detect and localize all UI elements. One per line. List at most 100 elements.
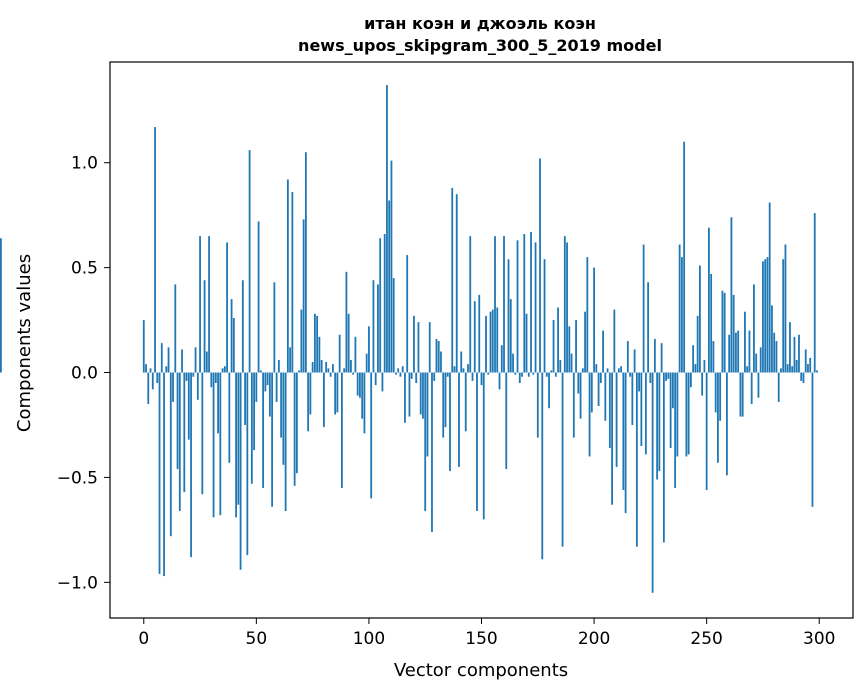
bar (721, 290, 724, 373)
bar (500, 345, 503, 373)
bar (572, 372, 575, 438)
bar (174, 284, 177, 373)
bar (509, 299, 512, 373)
bar (602, 330, 604, 373)
bar (408, 372, 411, 417)
bar (633, 349, 636, 373)
bar (505, 372, 508, 470)
bar (370, 372, 373, 499)
bar (518, 372, 521, 384)
bar (280, 372, 283, 438)
bar (762, 261, 764, 373)
bar (548, 372, 550, 409)
bar (798, 334, 800, 373)
bar (458, 372, 460, 467)
bar (230, 299, 233, 373)
bar (599, 372, 602, 384)
bar (388, 200, 391, 373)
bar (813, 213, 816, 373)
bar (473, 301, 476, 373)
bar (552, 320, 555, 373)
y-tick-label: 0.5 (71, 259, 98, 279)
bar (595, 364, 598, 373)
bar (712, 341, 715, 373)
bar (239, 372, 242, 570)
bar (698, 265, 701, 373)
bar (694, 364, 697, 373)
bar (746, 366, 749, 373)
bar (266, 372, 269, 386)
bar (165, 366, 168, 373)
bar (678, 244, 681, 373)
bar (723, 292, 726, 373)
plot-frame (109, 61, 854, 619)
bar (293, 372, 296, 486)
bar (561, 372, 564, 547)
bar (793, 336, 796, 373)
bar (318, 336, 321, 373)
bar (611, 372, 613, 505)
bar (586, 257, 589, 373)
bar (149, 368, 152, 373)
bar (775, 341, 778, 373)
bar (696, 315, 699, 373)
bar (273, 282, 276, 373)
bar (494, 236, 496, 373)
bar (689, 372, 692, 388)
bar (575, 320, 577, 373)
bar (208, 236, 210, 373)
bar (631, 372, 634, 425)
bar (656, 372, 659, 480)
x-tick-label: 150 (465, 629, 497, 649)
bar (498, 372, 501, 390)
bar (264, 372, 267, 392)
bar (226, 242, 228, 373)
bar (277, 359, 280, 373)
bar (334, 372, 337, 415)
bar (451, 187, 454, 373)
bar (714, 372, 717, 413)
bar (800, 372, 803, 381)
bar (701, 372, 704, 396)
bar (755, 353, 758, 373)
bar (491, 309, 494, 373)
bar (275, 372, 278, 402)
bar (253, 372, 255, 451)
bar (406, 255, 409, 373)
bar (291, 192, 294, 373)
y-tick-label: 0.0 (71, 364, 98, 384)
bar (178, 372, 181, 511)
bar (476, 372, 478, 511)
bar (489, 311, 492, 373)
bar (777, 372, 780, 402)
bar (419, 372, 422, 415)
bar (147, 372, 150, 404)
bar (671, 372, 674, 409)
bar (145, 364, 147, 373)
bar (676, 372, 679, 457)
bar (377, 284, 379, 373)
bar (244, 372, 246, 425)
bar (588, 372, 591, 457)
bar (741, 372, 744, 417)
bar (514, 372, 517, 375)
bar (708, 227, 710, 373)
bar (764, 259, 767, 373)
bar (559, 359, 562, 373)
bar (329, 372, 332, 377)
bar (453, 366, 456, 373)
bar (626, 341, 629, 373)
bar (255, 372, 258, 402)
bar (550, 370, 553, 373)
bar (304, 152, 307, 373)
bar (437, 341, 440, 373)
bar (554, 372, 557, 377)
bar (151, 372, 154, 390)
bar (404, 372, 406, 423)
bar (327, 368, 330, 373)
bar (460, 351, 463, 373)
bar (309, 372, 312, 415)
bar (142, 320, 145, 373)
bar (795, 359, 798, 373)
bar (221, 368, 224, 373)
